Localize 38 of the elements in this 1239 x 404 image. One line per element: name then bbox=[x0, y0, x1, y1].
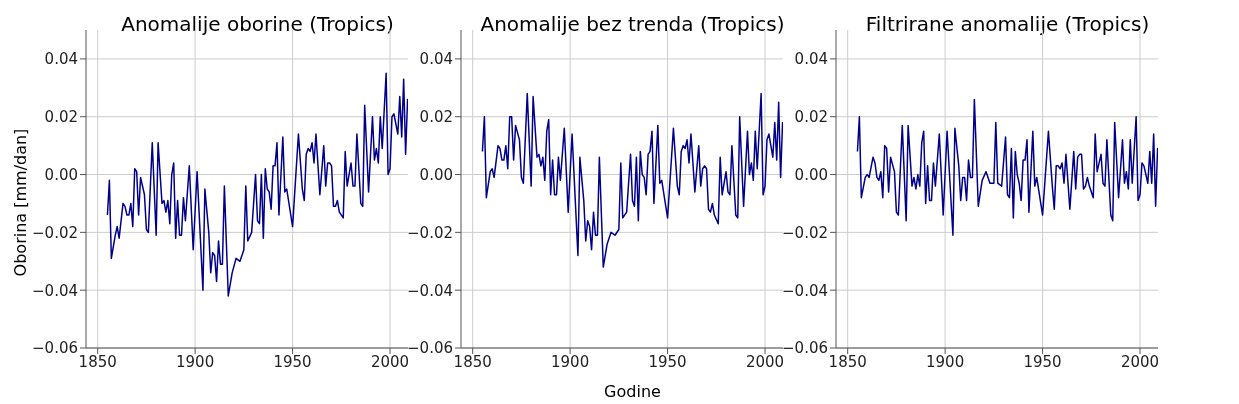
line-series bbox=[106, 72, 408, 297]
x-tick-label: 1950 bbox=[273, 352, 312, 371]
x-tick-label: 1850 bbox=[828, 352, 867, 371]
y-tick-label: 0.02 bbox=[794, 108, 828, 127]
y-tick-label: 0.02 bbox=[44, 108, 78, 127]
y-tick-label: −0.04 bbox=[32, 281, 78, 300]
chart-title: Anomalije oborine (Tropics) bbox=[120, 12, 395, 36]
x-tick-label: 1950 bbox=[648, 352, 687, 371]
y-tick-label: −0.06 bbox=[407, 339, 453, 358]
line-series bbox=[856, 98, 1158, 237]
y-axis-title: Oborina [mm/dan] bbox=[10, 127, 30, 279]
y-tick-label: 0.00 bbox=[419, 165, 453, 184]
y-tick-label: −0.06 bbox=[782, 339, 828, 358]
x-tick-label: 2000 bbox=[370, 352, 410, 371]
y-tick-label: 0.00 bbox=[44, 165, 78, 184]
x-tick-label: 1850 bbox=[453, 352, 492, 371]
y-tick-label: −0.02 bbox=[407, 223, 453, 242]
chart-title: Anomalije bez trenda (Tropics) bbox=[479, 12, 786, 36]
y-tick-label: 0.00 bbox=[794, 165, 828, 184]
y-tick-label: 0.04 bbox=[794, 50, 828, 69]
y-tick-label: −0.02 bbox=[782, 223, 828, 242]
x-tick-label: 2000 bbox=[1120, 352, 1160, 371]
x-tick-label: 2000 bbox=[745, 352, 785, 371]
y-tick-label: 0.04 bbox=[44, 50, 78, 69]
y-tick-label: −0.04 bbox=[407, 281, 453, 300]
y-tick-label: 0.02 bbox=[419, 108, 453, 127]
x-tick-label: 1900 bbox=[551, 352, 590, 371]
y-tick-label: −0.06 bbox=[32, 339, 78, 358]
y-tick-label: −0.04 bbox=[782, 281, 828, 300]
x-tick-label: 1950 bbox=[1023, 352, 1062, 371]
x-tick-label: 1900 bbox=[926, 352, 965, 371]
line-series bbox=[481, 92, 783, 268]
x-tick-label: 1850 bbox=[78, 352, 117, 371]
y-tick-label: 0.04 bbox=[419, 50, 453, 69]
x-tick-label: 1900 bbox=[176, 352, 215, 371]
y-tick-label: −0.02 bbox=[32, 223, 78, 242]
chart-title: Filtrirane anomalije (Tropics) bbox=[864, 12, 1151, 36]
x-axis-title: Godine bbox=[603, 382, 662, 401]
